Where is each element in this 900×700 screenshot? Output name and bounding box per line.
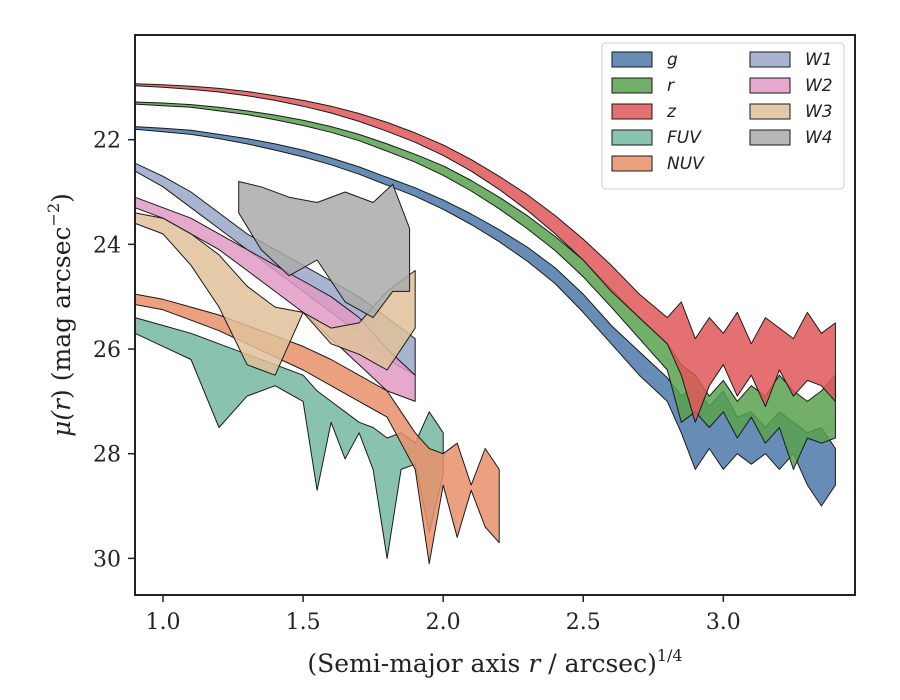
y-tick-label: 24 [93,233,121,258]
x-tick-label: 2.5 [566,610,601,635]
series-band-w2 [134,196,416,402]
legend-label-w2: W2 [805,76,833,96]
series-band-z [134,83,836,423]
x-tick-label: 3.0 [706,610,741,635]
series-band-w3 [134,212,416,376]
plot-frame [134,34,856,596]
x-axis-label: (Semi-major axis r / arcsec)1/4 [307,646,682,678]
legend-label-r: r [667,76,675,96]
legend-swatch-g [611,51,653,68]
x-tick-label: 1.0 [146,610,181,635]
legend-swatch-r [611,77,653,94]
x-tick-label: 2.0 [426,610,461,635]
y-tick-label: 22 [93,129,121,154]
legend-label-z: z [666,102,677,122]
legend-label-fuv: FUV [667,128,702,148]
legend: grz FUV NUV W1 W2 W3 W4 [601,42,845,190]
series-layer [134,83,836,565]
y-tick-label: 30 [93,547,121,572]
series-band-r [134,101,836,470]
series-band-w4 [238,181,411,319]
legend-swatch-w4 [749,129,791,146]
y-axis-label: μ(r) (mag arcsec−2) [44,193,76,437]
x-tick-label: 1.5 [286,610,321,635]
legend-label-w4: W4 [805,128,833,148]
series-band-g [134,126,836,507]
y-tick-label: 26 [93,338,121,363]
legend-swatch-fuv [611,129,653,146]
x-ticks: 1.0 1.5 2.0 2.5 3.0 [146,595,741,635]
legend-swatch-nuv [611,155,653,172]
legend-swatch-w1 [749,51,791,68]
legend-label-w3: W3 [805,102,833,122]
legend-label-g: g [667,50,678,70]
legend-swatch-w3 [749,103,791,120]
legend-swatch-z [611,103,653,120]
y-tick-label: 28 [93,443,121,468]
legend-label-nuv: NUV [667,154,705,174]
y-ticks: 22 24 26 28 30 [93,129,135,572]
legend-label-w1: W1 [805,50,833,70]
legend-swatch-w2 [749,77,791,94]
